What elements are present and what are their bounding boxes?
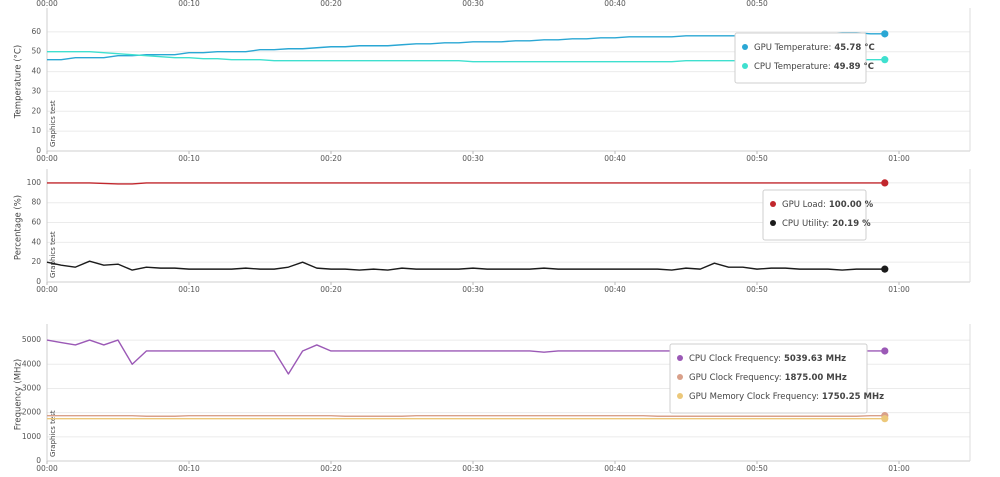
- legend-swatch: [770, 201, 776, 207]
- y-tick-label: 0: [36, 277, 41, 286]
- y-tick-label: 2000: [22, 408, 41, 417]
- end-marker: [881, 265, 889, 273]
- legend-value: 5039.63 MHz: [784, 354, 846, 364]
- annotation: Graphics test: [49, 100, 57, 147]
- series-line: [47, 414, 885, 417]
- legend-name: GPU Memory Clock Frequency:: [689, 392, 819, 402]
- series-line: [46, 260, 885, 271]
- legend-swatch: [742, 63, 748, 69]
- x-tick-label: 01:00: [888, 464, 910, 473]
- x-tick-label: 00:30: [462, 285, 484, 294]
- legend-swatch: [677, 393, 683, 399]
- top-x-tick-label: 00:10: [178, 0, 200, 8]
- end-marker: [881, 179, 889, 187]
- y-tick-label: 4000: [22, 359, 41, 368]
- x-tick-label: 00:10: [178, 285, 200, 294]
- y-tick-label: 50: [31, 47, 41, 56]
- legend-value: 49.89 °C: [834, 62, 874, 72]
- legend-value: 45.78 °C: [834, 43, 874, 53]
- y-tick-label: 0: [36, 146, 41, 155]
- x-tick-label: 00:40: [604, 154, 626, 163]
- x-tick-label: 00:10: [178, 154, 200, 163]
- tooltip-box: [762, 189, 867, 241]
- tooltip-box: [734, 32, 867, 84]
- y-tick-label: 20: [31, 257, 41, 266]
- legend-swatch: [677, 374, 683, 380]
- end-marker: [881, 56, 889, 64]
- annotation: Graphics test: [49, 410, 57, 457]
- x-tick-label: 00:50: [746, 464, 768, 473]
- tooltip-box: [669, 343, 868, 414]
- y-tick-label: 3000: [22, 383, 41, 392]
- y-axis-label: Temperature (°C): [14, 45, 24, 119]
- legend-value: 1875.00 MHz: [785, 373, 847, 383]
- legend-name: GPU Temperature:: [754, 43, 831, 53]
- legend-entry: CPU Temperature: 49.89 °C: [754, 62, 874, 72]
- legend-name: GPU Load:: [782, 200, 826, 210]
- top-x-tick-label: 00:40: [604, 0, 626, 8]
- annotation: Graphics test: [49, 231, 57, 278]
- legend-entry: GPU Load: 100.00 %: [782, 200, 874, 210]
- x-tick-label: 00:00: [36, 464, 58, 473]
- x-tick-label: 00:00: [36, 285, 58, 294]
- legend-entry: GPU Memory Clock Frequency: 1750.25 MHz: [689, 392, 884, 402]
- x-tick-label: 00:20: [320, 285, 342, 294]
- top-x-tick-label: 00:00: [36, 0, 58, 8]
- series-line: [47, 182, 885, 185]
- legend-entry: CPU Clock Frequency: 5039.63 MHz: [689, 354, 846, 364]
- top-x-tick-label: 00:30: [462, 0, 484, 8]
- x-tick-label: 00:20: [320, 464, 342, 473]
- y-axis-label: Frequency (MHz): [14, 359, 24, 430]
- y-tick-label: 40: [31, 67, 41, 76]
- x-tick-label: 00:50: [746, 285, 768, 294]
- legend-name: GPU Clock Frequency:: [689, 373, 782, 383]
- y-tick-label: 5000: [22, 335, 41, 344]
- x-tick-label: 00:20: [320, 154, 342, 163]
- legend-swatch: [742, 44, 748, 50]
- y-tick-label: 60: [31, 27, 41, 36]
- y-tick-label: 80: [31, 198, 41, 207]
- x-tick-label: 00:10: [178, 464, 200, 473]
- y-tick-label: 0: [36, 456, 41, 465]
- y-tick-label: 20: [31, 106, 41, 115]
- x-tick-label: 00:40: [604, 464, 626, 473]
- top-x-tick-label: 00:20: [320, 0, 342, 8]
- x-tick-label: 00:40: [604, 285, 626, 294]
- x-tick-label: 00:00: [36, 154, 58, 163]
- legend-entry: CPU Utility: 20.19 %: [782, 219, 871, 229]
- top-x-tick-label: 00:50: [746, 0, 768, 8]
- legend-value: 100.00 %: [829, 200, 874, 210]
- x-tick-label: 00:50: [746, 154, 768, 163]
- y-axis-label: Percentage (%): [14, 195, 24, 260]
- x-tick-label: 00:30: [462, 154, 484, 163]
- y-tick-label: 30: [31, 86, 41, 95]
- legend-entry: GPU Clock Frequency: 1875.00 MHz: [689, 373, 847, 383]
- x-tick-label: 00:30: [462, 464, 484, 473]
- end-marker: [881, 415, 889, 423]
- x-tick-label: 01:00: [888, 285, 910, 294]
- y-tick-label: 1000: [22, 432, 41, 441]
- legend-value: 20.19 %: [832, 219, 871, 229]
- y-tick-label: 10: [31, 126, 41, 135]
- y-tick-label: 100: [27, 178, 42, 187]
- legend-name: CPU Clock Frequency:: [689, 354, 781, 364]
- legend-swatch: [770, 220, 776, 226]
- legend-name: CPU Utility:: [782, 219, 829, 229]
- y-tick-label: 40: [31, 237, 41, 246]
- x-tick-label: 01:00: [888, 154, 910, 163]
- end-marker: [881, 347, 889, 355]
- end-marker: [881, 30, 889, 38]
- tooltip: GPU Load: 100.00 %CPU Utility: 20.19 %: [762, 189, 874, 241]
- legend-name: CPU Temperature:: [754, 62, 831, 72]
- legend-value: 1750.25 MHz: [822, 392, 884, 402]
- legend-entry: GPU Temperature: 45.78 °C: [754, 43, 875, 53]
- y-tick-label: 60: [31, 218, 41, 227]
- legend-swatch: [677, 355, 683, 361]
